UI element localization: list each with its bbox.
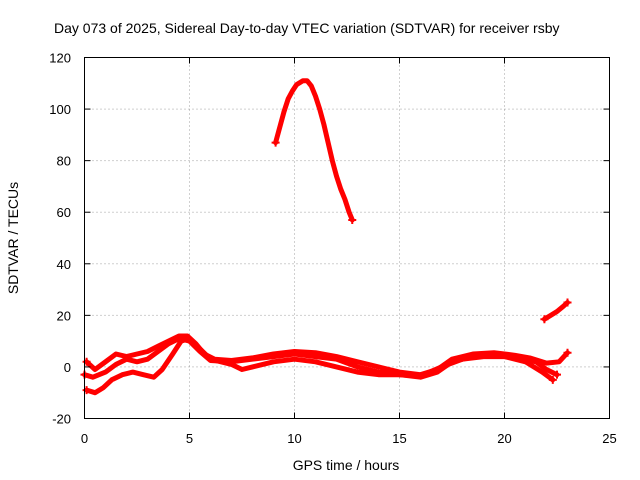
series-endpoint-marker xyxy=(548,375,557,384)
tick-layer: 0 5 10 15 20 25 -20 0 20 40 60 80 100 120 xyxy=(49,51,616,447)
x-tick-label: 10 xyxy=(287,431,301,446)
series-layer xyxy=(80,78,572,396)
y-tick-label: 0 xyxy=(64,360,71,375)
satellite-track-late-line xyxy=(541,300,570,322)
main-band-upper-line xyxy=(84,333,570,378)
main-band-lower-line xyxy=(84,336,556,396)
x-tick-label: 15 xyxy=(392,431,406,446)
y-tick-label: 80 xyxy=(57,154,71,169)
y-tick-label: 100 xyxy=(49,102,71,117)
series-endpoint-marker xyxy=(563,348,572,357)
y-tick-label: -20 xyxy=(52,412,71,427)
y-tick-label: 60 xyxy=(57,205,71,220)
y-tick-label: 120 xyxy=(49,51,71,66)
series-endpoint-marker xyxy=(553,370,561,379)
x-tick-label: 20 xyxy=(497,431,511,446)
x-tick-label: 5 xyxy=(186,431,193,446)
x-tick-label: 0 xyxy=(81,431,88,446)
series-endpoint-marker xyxy=(271,138,280,147)
series-endpoint-marker xyxy=(82,357,91,366)
x-tick-label: 25 xyxy=(602,431,616,446)
y-axis-label: SDTVAR / TECUs xyxy=(5,182,21,294)
series-endpoint-marker xyxy=(563,298,572,307)
y-tick-label: 40 xyxy=(57,257,71,272)
chart-title: Day 073 of 2025, Sidereal Day-to-day VTE… xyxy=(54,20,560,36)
series-endpoint-marker xyxy=(540,315,549,324)
x-axis-label: GPS time / hours xyxy=(293,457,400,473)
series-endpoint-marker xyxy=(348,215,357,224)
satellite-track-high-line xyxy=(273,78,355,223)
series-endpoint-marker xyxy=(82,386,91,395)
y-tick-label: 20 xyxy=(57,308,71,323)
plot-frame xyxy=(84,57,610,419)
